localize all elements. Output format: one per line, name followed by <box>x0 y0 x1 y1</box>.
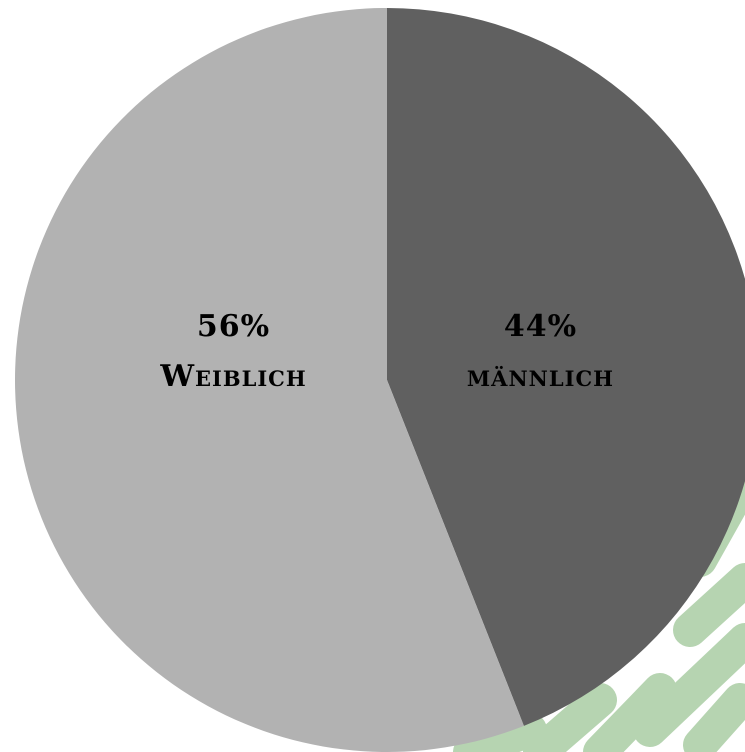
value-label: 44% <box>504 309 577 344</box>
labels: 44% männlich 56% Weiblich <box>159 309 614 394</box>
value-label: 56% <box>197 309 270 344</box>
pie-slice <box>15 8 524 752</box>
pie <box>15 8 745 752</box>
background-decoration <box>453 463 745 752</box>
pie-slice <box>387 8 745 726</box>
category-label: Weiblich <box>159 359 306 394</box>
category-label: männlich <box>467 359 614 394</box>
